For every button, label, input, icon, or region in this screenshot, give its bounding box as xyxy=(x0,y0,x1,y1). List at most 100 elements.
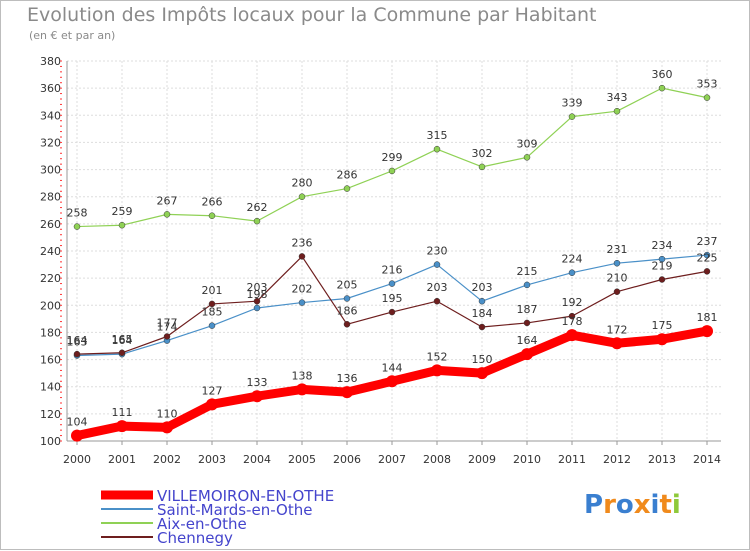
x-tick-label: 2011 xyxy=(558,453,586,466)
data-label: 234 xyxy=(652,239,673,252)
x-tick-label: 2004 xyxy=(243,453,271,466)
data-label: 104 xyxy=(67,416,88,429)
data-label: 164 xyxy=(517,334,538,347)
data-point xyxy=(478,323,486,331)
data-label: 259 xyxy=(112,205,133,218)
y-tick-label: 360 xyxy=(40,82,61,95)
data-label: 219 xyxy=(652,260,673,273)
data-point xyxy=(208,300,216,308)
data-label: 175 xyxy=(652,319,673,332)
data-label: 186 xyxy=(337,304,358,317)
data-label: 360 xyxy=(652,68,673,81)
data-point xyxy=(116,420,128,433)
data-label: 110 xyxy=(157,407,178,420)
data-label: 286 xyxy=(337,169,358,182)
data-point xyxy=(613,259,621,267)
y-tick-label: 160 xyxy=(40,354,61,367)
data-point xyxy=(253,297,261,305)
data-point xyxy=(433,145,441,153)
data-point xyxy=(341,386,353,399)
data-point xyxy=(343,185,351,192)
data-label: 164 xyxy=(67,334,88,347)
chart-subtitle: (en € et par an) xyxy=(29,29,116,42)
data-point xyxy=(163,211,171,218)
data-label: 187 xyxy=(517,303,538,316)
data-point xyxy=(703,268,711,275)
x-tick-label: 2001 xyxy=(108,453,136,466)
x-tick-label: 2012 xyxy=(603,453,631,466)
data-label: 172 xyxy=(607,323,628,336)
data-label: 192 xyxy=(562,296,583,309)
data-point xyxy=(386,375,398,388)
y-tick-label: 280 xyxy=(40,191,61,204)
data-point xyxy=(476,367,488,380)
y-tick-label: 260 xyxy=(40,218,61,231)
data-label: 163 xyxy=(67,336,88,349)
data-point xyxy=(118,349,126,357)
data-point xyxy=(431,364,443,377)
data-point xyxy=(298,299,306,306)
data-point xyxy=(568,312,576,320)
data-point xyxy=(253,217,261,225)
data-label: 165 xyxy=(112,333,133,346)
data-point xyxy=(71,429,83,442)
data-label: 224 xyxy=(562,253,583,266)
data-point xyxy=(118,221,126,229)
data-point xyxy=(73,223,81,230)
data-label: 216 xyxy=(382,264,403,277)
data-point xyxy=(523,154,531,161)
proxiti-logo: Proxiti xyxy=(584,490,681,520)
data-label: 231 xyxy=(607,243,628,256)
data-label: 309 xyxy=(517,137,538,150)
data-point xyxy=(433,297,441,305)
data-label: 210 xyxy=(607,272,628,285)
logo-letter: P xyxy=(584,490,604,520)
data-label: 201 xyxy=(202,284,223,297)
data-point xyxy=(523,319,531,327)
y-tick-label: 380 xyxy=(40,55,61,68)
legend-label: Chennegy xyxy=(157,529,233,547)
data-point xyxy=(343,321,351,328)
data-point xyxy=(208,212,216,219)
data-point xyxy=(388,280,396,287)
data-point xyxy=(568,269,576,276)
data-label: 150 xyxy=(472,353,493,366)
x-tick-label: 2000 xyxy=(63,453,91,466)
data-label: 198 xyxy=(247,288,268,301)
data-label: 181 xyxy=(697,311,718,324)
legend-label: VILLEMOIRON-EN-OTHE xyxy=(157,487,334,505)
y-tick-label: 180 xyxy=(40,326,61,339)
data-label: 203 xyxy=(427,281,448,294)
data-point xyxy=(478,163,486,171)
data-label: 343 xyxy=(607,91,628,104)
data-label: 136 xyxy=(337,372,358,385)
data-label: 258 xyxy=(67,207,88,220)
data-point xyxy=(658,255,666,263)
logo-letter: i xyxy=(671,490,681,520)
y-tick-label: 300 xyxy=(40,164,61,177)
data-point xyxy=(523,281,531,289)
x-tick-label: 2008 xyxy=(423,453,451,466)
y-tick-label: 340 xyxy=(40,109,61,122)
data-point xyxy=(656,333,668,346)
x-tick-label: 2009 xyxy=(468,453,496,466)
data-point xyxy=(611,337,623,350)
chart-title: Evolution des Impôts locaux pour la Comm… xyxy=(27,4,597,26)
y-tick-label: 120 xyxy=(40,408,61,421)
y-tick-label: 100 xyxy=(40,435,61,448)
data-label: 178 xyxy=(562,315,583,328)
logo-letter: o xyxy=(615,490,634,520)
data-label: 133 xyxy=(247,376,268,389)
data-point xyxy=(251,390,263,403)
data-label: 353 xyxy=(697,78,718,91)
y-tick-label: 240 xyxy=(40,245,61,258)
data-point xyxy=(613,107,621,115)
data-label: 174 xyxy=(157,321,178,334)
x-tick-label: 2010 xyxy=(513,453,541,466)
data-point xyxy=(703,94,711,101)
data-label: 236 xyxy=(292,236,313,249)
data-label: 202 xyxy=(292,283,313,296)
x-tick-label: 2014 xyxy=(693,453,721,466)
data-label: 266 xyxy=(202,196,223,209)
